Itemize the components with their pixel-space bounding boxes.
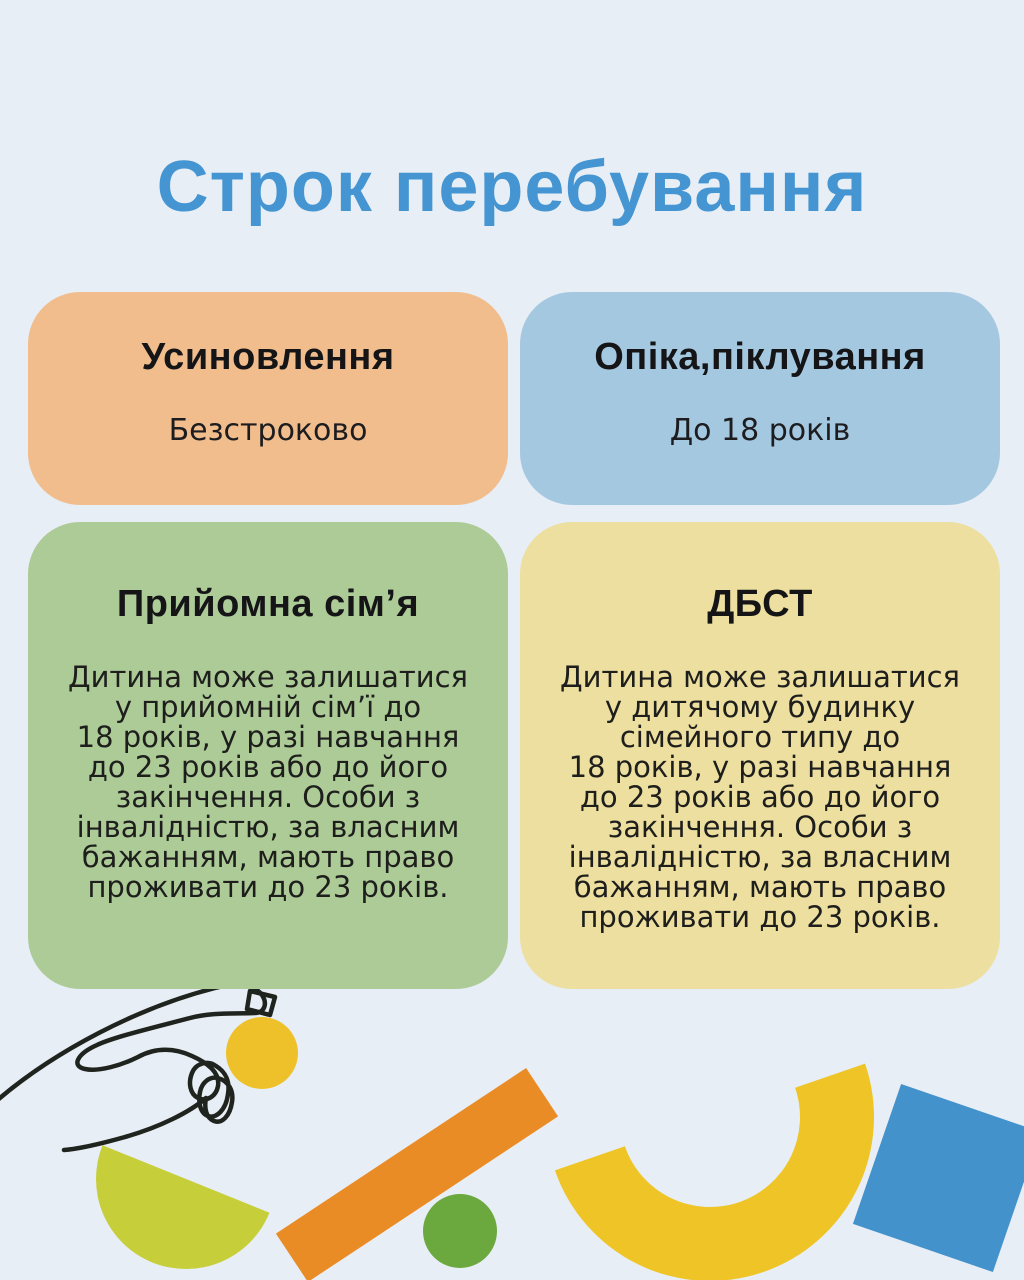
fingernail-line bbox=[244, 988, 278, 1018]
yellow-circle bbox=[226, 1017, 298, 1089]
card-dbst: ДБСТ Дитина може залишатися у дитячому б… bbox=[520, 522, 1000, 989]
card-dbst-title: ДБСТ bbox=[707, 583, 813, 625]
card-dbst-text: Дитина може залишатися у дитячому будинк… bbox=[559, 660, 960, 934]
orange-bar bbox=[275, 1068, 559, 1280]
card-foster-family: Прийомна сім’я Дитина може залишатися у … bbox=[28, 522, 508, 989]
card-guardianship: Опіка,піклування До 18 років bbox=[520, 292, 1000, 505]
card-adoption-value: Безстроково bbox=[168, 413, 368, 448]
page-title: Строк перебування bbox=[156, 147, 868, 227]
cards-grid: Усиновлення Безстроково Опіка,піклування… bbox=[28, 292, 1000, 989]
hand-line-drawing bbox=[0, 982, 278, 1153]
lime-semicircle bbox=[96, 1145, 270, 1269]
card-foster-family-title: Прийомна сім’я bbox=[116, 583, 420, 625]
card-foster-family-text: Дитина може залишатися у прийомній сім’ї… bbox=[67, 660, 468, 904]
green-circle bbox=[423, 1194, 497, 1268]
card-guardianship-value: До 18 років bbox=[669, 413, 851, 448]
blue-square bbox=[852, 1083, 1024, 1273]
yellow-arc bbox=[554, 1063, 874, 1280]
card-guardianship-title: Опіка,піклування bbox=[594, 336, 926, 378]
card-adoption: Усиновлення Безстроково bbox=[28, 292, 508, 505]
card-adoption-title: Усиновлення bbox=[141, 336, 395, 378]
